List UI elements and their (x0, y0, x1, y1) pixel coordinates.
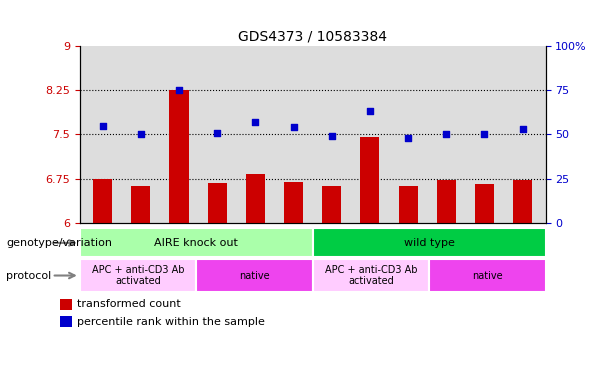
Point (441, 131, 451, 137)
Point (251, 119, 261, 125)
Text: wild type: wild type (404, 238, 454, 248)
Point (136, 131, 146, 137)
Bar (60, 316, 72, 327)
Point (327, 133, 337, 139)
Point (365, 108, 375, 114)
Point (403, 135, 413, 141)
Bar (436, 180, 456, 223)
Text: percentile rank within the sample: percentile rank within the sample (77, 316, 265, 327)
Text: native: native (239, 270, 270, 281)
Bar (80, 228, 313, 257)
Bar (131, 186, 150, 223)
Bar (284, 182, 303, 223)
Point (289, 124, 299, 131)
Bar (93, 179, 112, 223)
Bar (196, 259, 313, 292)
Point (479, 131, 489, 137)
Bar (169, 90, 189, 223)
Bar (60, 299, 72, 310)
Point (174, 87, 184, 93)
Point (518, 126, 528, 132)
Text: AIRE knock out: AIRE knock out (154, 238, 238, 248)
Bar (80, 259, 196, 292)
Bar (246, 174, 265, 223)
Bar (322, 186, 341, 223)
Text: transformed count: transformed count (77, 299, 181, 310)
Bar (313, 259, 429, 292)
Bar (398, 186, 417, 223)
Bar (513, 180, 532, 223)
Bar (313, 228, 546, 257)
Point (212, 129, 222, 136)
Point (97, 122, 107, 129)
Text: genotype/variation: genotype/variation (6, 238, 112, 248)
Title: GDS4373 / 10583384: GDS4373 / 10583384 (238, 30, 387, 43)
Bar (208, 183, 227, 223)
Bar (475, 184, 494, 223)
Bar (429, 259, 546, 292)
Text: native: native (472, 270, 503, 281)
Text: APC + anti-CD3 Ab
activated: APC + anti-CD3 Ab activated (92, 265, 184, 286)
Bar (360, 137, 379, 223)
Text: protocol: protocol (6, 270, 51, 281)
Text: APC + anti-CD3 Ab
activated: APC + anti-CD3 Ab activated (325, 265, 417, 286)
